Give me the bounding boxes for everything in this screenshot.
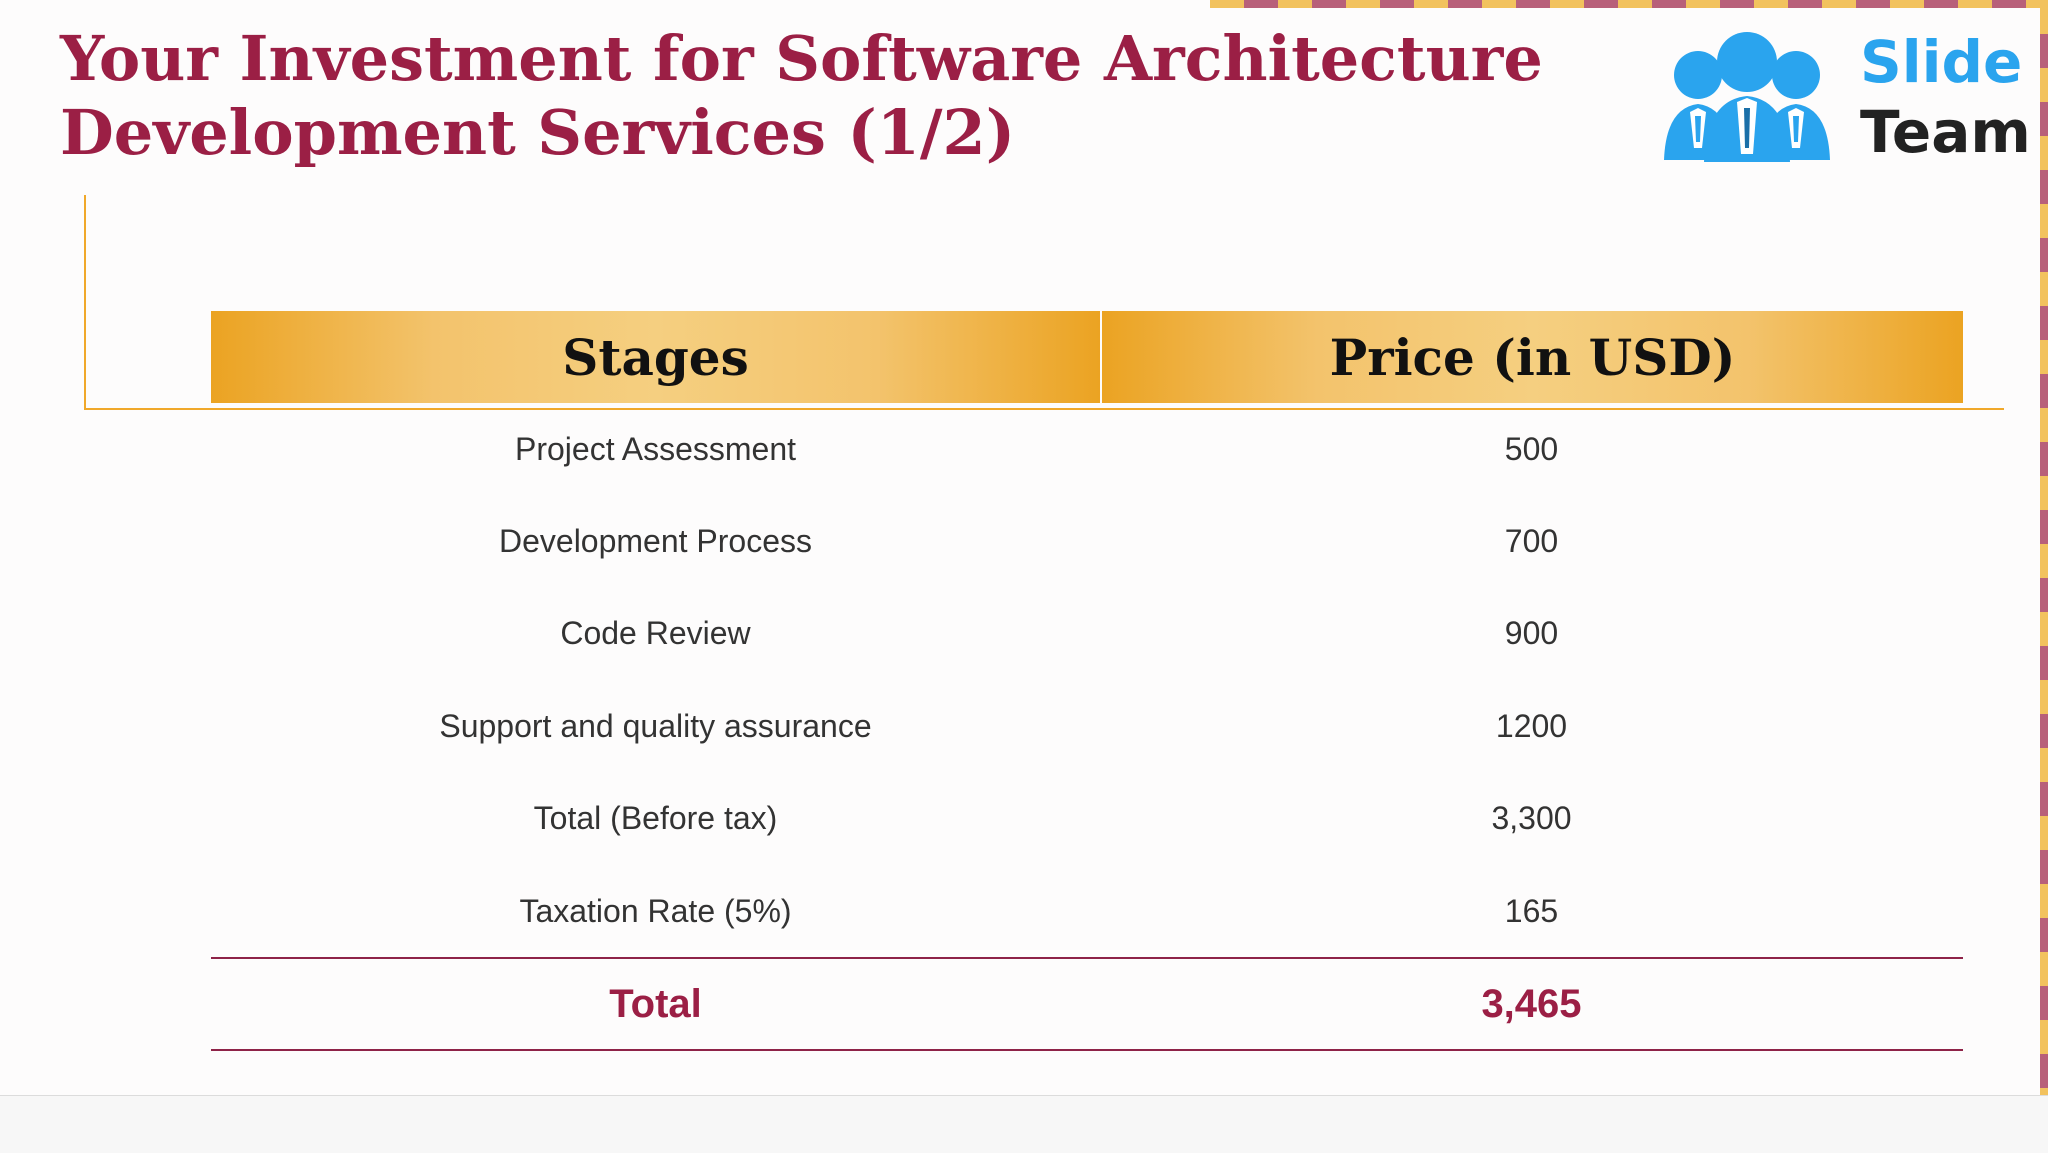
decorative-top-stripe [1210,0,2048,8]
below-slide-area [0,1095,2048,1153]
price-cell: 700 [1504,523,1559,560]
slide-title-line-1: Your Investment for Software Architectur… [60,22,1543,95]
price-cell: 900 [1504,615,1559,652]
table-row: Taxation Rate (5%) 165 [211,865,1963,957]
table-row: Support and quality assurance 1200 [211,680,1963,772]
table-row: Project Assessment 500 [211,403,1963,495]
header-stages: Stages [211,311,1100,403]
accent-frame-horizontal [84,408,2004,410]
slideteam-logo: Slide Team [1660,28,2031,168]
stage-cell: Code Review [560,615,751,652]
pricing-table: Stages Price (in USD) Project Assessment… [211,311,1963,1052]
stage-cell: Total (Before tax) [533,800,778,837]
table-row: Code Review 900 [211,588,1963,680]
slide-title: Your Investment for Software Architectur… [60,22,1620,170]
price-cell: 1200 [1495,707,1568,744]
price-cell: 500 [1504,430,1559,467]
logo-word-slide: Slide [1860,28,2023,96]
slide-title-line-2: Development Services (1/2) [60,96,1016,169]
table-body: Project Assessment 500 Development Proce… [211,403,1963,957]
table-row: Development Process 700 [211,495,1963,587]
stage-cell: Development Process [498,523,813,560]
price-cell: 3,300 [1491,800,1572,837]
table-header-row: Stages Price (in USD) [211,311,1963,403]
total-row: Total 3,465 [211,957,1963,1052]
people-icon [1664,32,1830,162]
table-row: Total (Before tax) 3,300 [211,773,1963,865]
price-cell: 165 [1504,892,1559,929]
stage-cell: Project Assessment [515,430,796,467]
total-value: 3,465 [1481,981,1582,1026]
slide: Your Investment for Software Architectur… [60,0,2048,1095]
accent-frame-vertical [84,195,86,410]
total-label: Total [609,981,702,1026]
decorative-right-stripe [2040,0,2048,1095]
stage-cell: Taxation Rate (5%) [519,892,792,929]
header-price: Price (in USD) [1102,311,1963,403]
logo-word-team: Team [1860,98,2031,166]
stage-cell: Support and quality assurance [439,707,872,744]
